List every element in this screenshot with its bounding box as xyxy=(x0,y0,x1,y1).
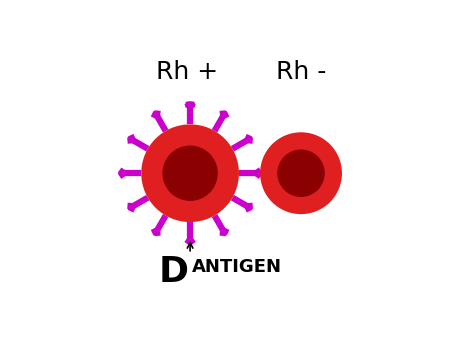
Ellipse shape xyxy=(277,150,325,197)
Ellipse shape xyxy=(141,125,239,222)
Text: ANTIGEN: ANTIGEN xyxy=(191,258,282,276)
Ellipse shape xyxy=(260,132,342,214)
Text: Rh -: Rh - xyxy=(276,60,326,84)
Text: D: D xyxy=(159,255,189,289)
Ellipse shape xyxy=(163,145,218,201)
Text: Rh +: Rh + xyxy=(156,60,219,84)
